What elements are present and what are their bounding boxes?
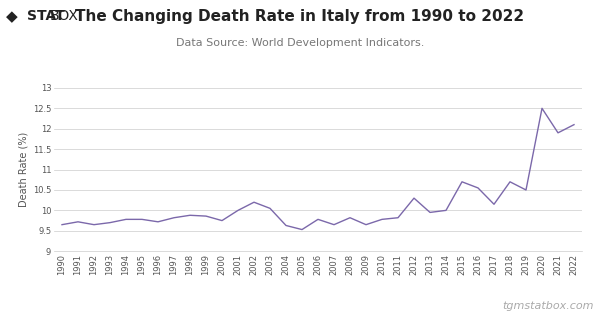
- Text: Data Source: World Development Indicators.: Data Source: World Development Indicator…: [176, 38, 424, 48]
- Text: tgmstatbox.com: tgmstatbox.com: [503, 301, 594, 311]
- Text: ◆: ◆: [6, 9, 18, 24]
- Text: STAT: STAT: [27, 9, 65, 24]
- Text: The Changing Death Rate in Italy from 1990 to 2022: The Changing Death Rate in Italy from 19…: [76, 9, 524, 24]
- Y-axis label: Death Rate (%): Death Rate (%): [19, 132, 29, 207]
- Text: BOX: BOX: [49, 9, 78, 24]
